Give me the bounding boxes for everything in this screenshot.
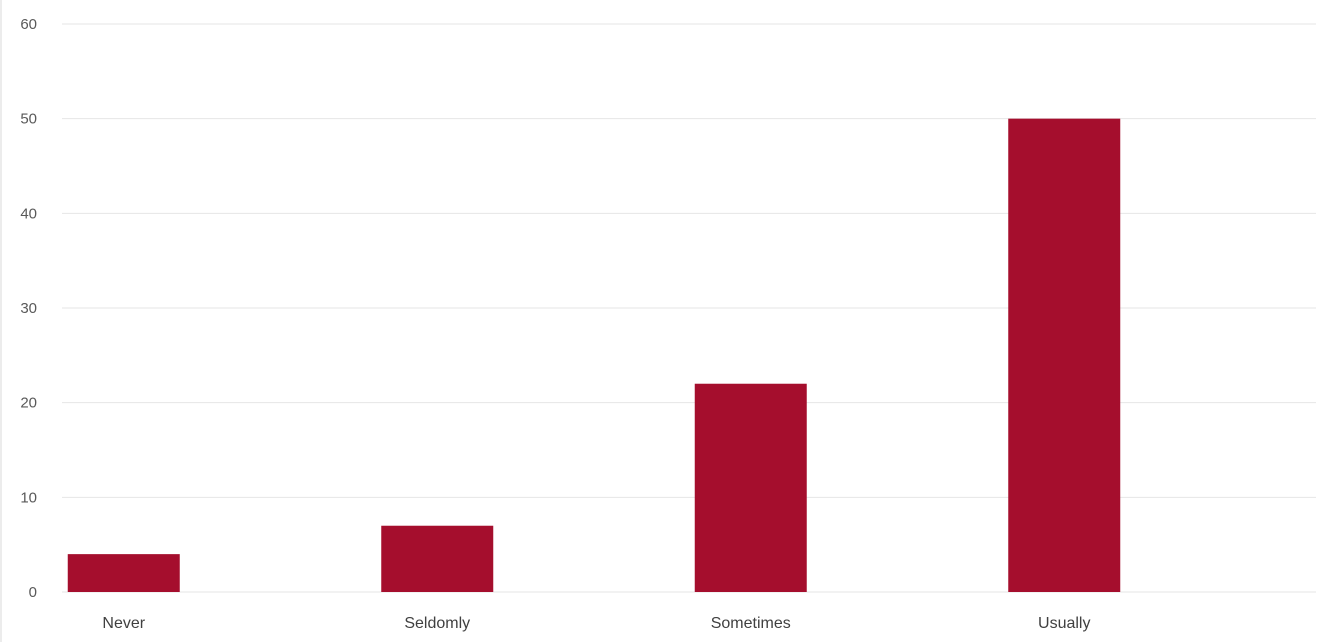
y-tick-label-60: 60 (20, 16, 37, 33)
bar-never (67, 554, 180, 592)
x-category-label-sometimes: Sometimes (711, 615, 791, 632)
x-category-label-never: Never (102, 615, 145, 632)
y-tick-label-30: 30 (20, 300, 37, 317)
x-category-label-usually: Usually (1038, 615, 1090, 632)
x-category-label-seldomly: Seldomly (404, 615, 470, 632)
y-tick-label-10: 10 (20, 489, 37, 506)
gridlines (62, 23, 1316, 593)
bar-usually (1008, 118, 1121, 593)
y-tick-label-40: 40 (20, 205, 37, 222)
y-tick-label-20: 20 (20, 395, 37, 412)
y-tick-label-50: 50 (20, 111, 37, 128)
bar-seldomly (381, 525, 494, 592)
x-axis-category-labels: Never Seldomly Sometimes Usually (102, 615, 1090, 632)
y-axis-tick-labels: 0 10 20 30 40 50 60 (20, 16, 37, 601)
bars (67, 118, 1121, 593)
y-tick-label-0: 0 (29, 584, 37, 601)
bar-sometimes (694, 383, 807, 592)
